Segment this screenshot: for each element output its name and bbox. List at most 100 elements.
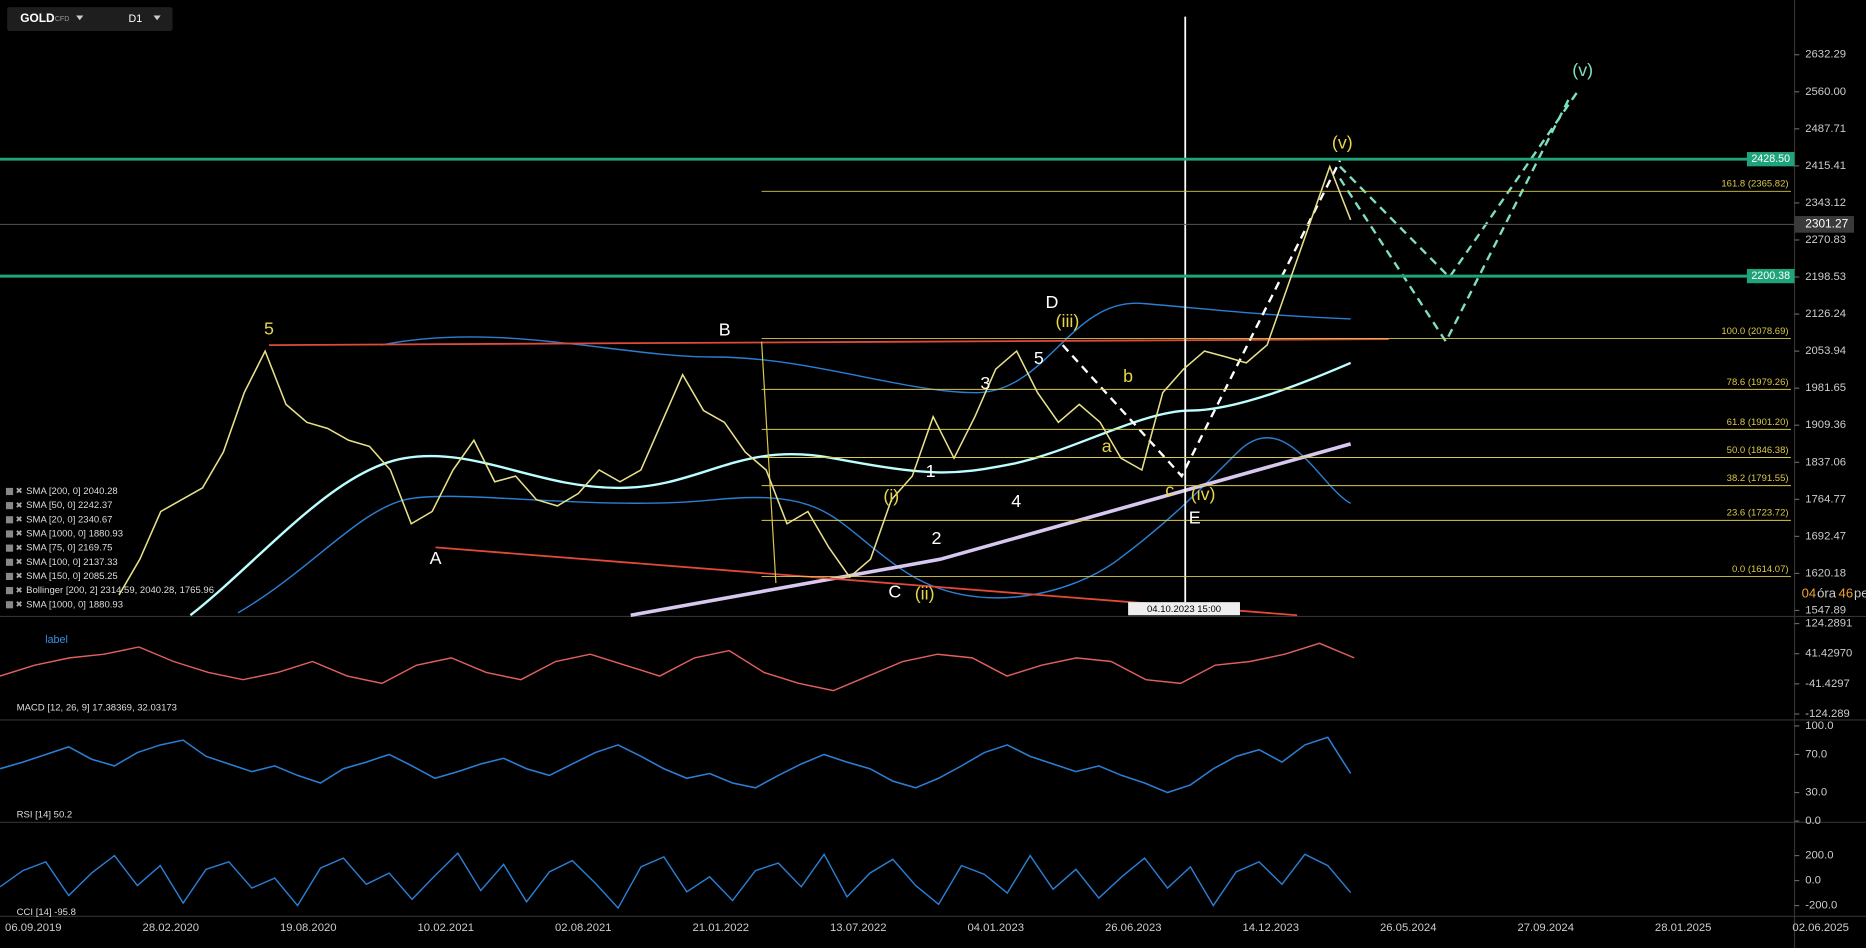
y-tick-label: -41.4297: [1805, 678, 1850, 690]
legend-entry: SMA [1000, 0] 1880.93: [26, 599, 123, 610]
legend-icon: [5, 544, 14, 552]
wave-label: (i): [883, 486, 899, 506]
date-label: 14.12.2023: [1242, 922, 1299, 934]
legend-entry: SMA [150, 0] 2085.25: [26, 571, 118, 582]
y-tick-label: 2487.71: [1805, 123, 1846, 135]
wave-label: (iii): [1056, 311, 1080, 331]
wave-label: a: [1102, 436, 1112, 456]
wave-label: b: [1123, 366, 1133, 386]
legend-icon: [5, 572, 14, 581]
date-label: 19.08.2020: [280, 922, 337, 934]
legend-close: ✖: [15, 542, 22, 552]
y-tick-label: 70.0: [1805, 748, 1827, 760]
y-tick-label: 0.0: [1805, 875, 1821, 887]
fib-label: 23.6 (1723.72): [1727, 508, 1789, 519]
wave-label: 4: [1011, 491, 1021, 511]
wave-label: (iv): [1191, 484, 1216, 504]
macd-line: [0, 642, 1355, 692]
drawings: [189, 16, 1578, 617]
legend-close: ✖: [15, 528, 22, 538]
panel-label: label: [45, 634, 68, 646]
date-label: 10.02.2021: [418, 922, 475, 934]
y-tick-label: 2126.24: [1805, 308, 1846, 320]
fib-label: 0.0 (1614.07): [1732, 564, 1789, 575]
wave-label: 1: [926, 461, 936, 481]
date-label: 28.01.2025: [1655, 922, 1712, 934]
countdown-hours-unit: óra: [1817, 585, 1837, 600]
date-label: 26.06.2023: [1105, 922, 1162, 934]
legend-close: ✖: [15, 514, 22, 524]
legend-icon: [5, 587, 14, 595]
date-label: 04.01.2023: [967, 922, 1024, 934]
y-tick-label: 2198.53: [1805, 271, 1846, 283]
legend-close: ✖: [15, 486, 22, 496]
wave-label: D: [1046, 292, 1059, 312]
countdown-minutes-unit: perc: [1854, 585, 1866, 600]
legend-close: ✖: [15, 500, 22, 510]
fib-label: 161.8 (2365.82): [1721, 179, 1788, 190]
y-tick-label: 2415.41: [1805, 160, 1846, 172]
timeframe[interactable]: D1: [129, 13, 143, 25]
wave-label: 2: [932, 528, 942, 548]
level-tag: [1746, 152, 1795, 167]
y-tick-label: 124.2891: [1805, 618, 1852, 630]
level-tag-label: 2428.50: [1751, 153, 1790, 165]
level-tag-label: 2200.38: [1751, 270, 1790, 282]
y-tick-label: 2632.29: [1805, 49, 1846, 61]
wave-label: A: [430, 548, 442, 568]
legend-icon: [5, 502, 14, 510]
wave-label: 3: [980, 373, 990, 393]
wave-label: c: [1165, 480, 1174, 500]
toolbar[interactable]: GOLD CFD D1: [7, 7, 173, 31]
cci-legend: CCI [14] -95.8: [17, 907, 76, 918]
y-tick-label: 2270.83: [1805, 234, 1846, 246]
date-label: 13.07.2022: [830, 922, 887, 934]
legend-icon: [5, 530, 14, 538]
wave-label: 5: [1034, 348, 1044, 368]
legend-icon: [5, 558, 14, 566]
date-label: 21.01.2022: [693, 922, 750, 934]
macd-legend: MACD [12, 26, 9] 17.38369, 32.03173: [17, 703, 177, 714]
y-tick-label: 1620.18: [1805, 567, 1846, 579]
y-tick-label: 200.0: [1805, 850, 1833, 862]
y-tick-label: -200.0: [1805, 900, 1837, 912]
wave-label: B: [719, 320, 731, 340]
level-tag: [1746, 268, 1795, 284]
y-tick-label: 2053.94: [1805, 345, 1846, 357]
y-tick-label: 1547.89: [1805, 604, 1846, 616]
wave-label: (v): [1572, 60, 1593, 80]
date-label: 02.08.2021: [555, 922, 612, 934]
legend-close: ✖: [15, 585, 22, 595]
cursor-date: 04.10.2023 15:00: [1147, 604, 1221, 615]
y-tick-label: 41.42970: [1805, 648, 1852, 660]
wave-label: C: [888, 581, 901, 601]
legend-icon: [5, 601, 14, 609]
current-price-label: 2301.27: [1805, 217, 1848, 231]
y-tick-label: 100.0: [1805, 720, 1833, 732]
date-label: 02.06.2025: [1792, 922, 1849, 934]
wave-label: 5: [264, 318, 274, 338]
wave-label: (ii): [915, 584, 935, 604]
date-label: 28.02.2020: [143, 922, 200, 934]
countdown-minutes: 46: [1839, 585, 1854, 600]
legend-entry: SMA [100, 0] 2137.33: [26, 557, 118, 568]
y-tick-label: -124.289: [1805, 708, 1850, 720]
y-tick-label: 2560.00: [1805, 86, 1846, 98]
y-tick-label: 1764.77: [1805, 493, 1846, 505]
y-tick-label: 0.0: [1805, 815, 1821, 827]
rsi-line: [0, 736, 1352, 794]
wave-label: (v): [1332, 133, 1353, 153]
fib-label: 78.6 (1979.26): [1727, 377, 1789, 388]
y-tick-label: 1909.36: [1805, 419, 1846, 431]
legend-icon: [5, 487, 14, 496]
cci-line: [0, 851, 1352, 910]
date-label: 06.09.2019: [5, 922, 62, 934]
y-tick-label: 1981.65: [1805, 382, 1846, 394]
legend-close: ✖: [15, 571, 22, 581]
symbol[interactable]: GOLD: [20, 11, 55, 25]
legend-entry: Bollinger [200, 2] 2314.59, 2040.28, 176…: [26, 585, 214, 596]
legend-icon: [5, 516, 14, 524]
